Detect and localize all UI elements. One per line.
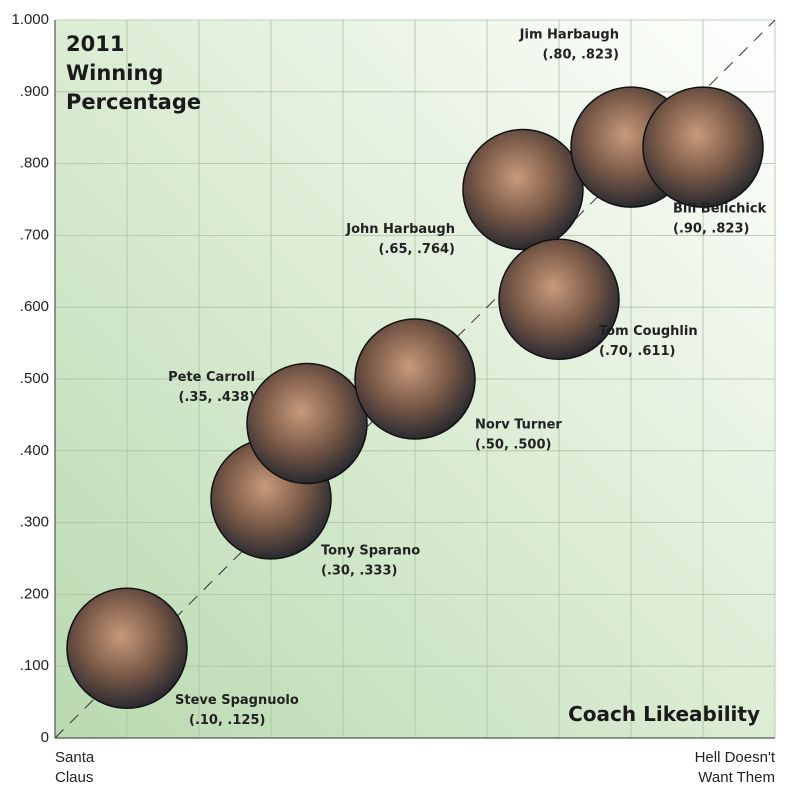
point-name: Pete Carroll (168, 370, 255, 385)
point-name: John Harbaugh (345, 222, 455, 237)
y-tick-label: .800 (20, 155, 49, 172)
y-tick-label: .200 (20, 585, 49, 602)
chart-title: 2011 Winning Percentage (66, 32, 202, 114)
point-name: Norv Turner (475, 418, 562, 433)
coach-photo (354, 318, 476, 440)
coach-photo (498, 238, 620, 361)
point-label: (.30, .333) (321, 563, 397, 578)
point-name: Jim Harbaugh (519, 28, 619, 43)
point-label: (.50, .500) (475, 438, 551, 453)
coach-photo (462, 128, 584, 251)
point-label: (.65, .764) (379, 242, 455, 257)
point-name: Steve Spagnuolo (175, 693, 299, 708)
coach-photo (66, 587, 188, 709)
point-label: (.90, .823) (673, 222, 749, 237)
point-label: (.35, .438) (179, 390, 255, 405)
x-axis-label: Coach Likeability (568, 702, 760, 726)
y-tick-label: .300 (20, 514, 49, 531)
point (246, 362, 368, 485)
point (498, 238, 620, 361)
point (462, 128, 584, 251)
y-tick-label: .400 (20, 442, 49, 459)
x-min-label: Santa Claus (55, 749, 95, 786)
y-tick-label: .700 (20, 226, 49, 243)
y-tick-label: .100 (20, 657, 49, 674)
y-tick-label: 0 (41, 729, 49, 746)
x-max-label: Hell Doesn't Want Them (694, 749, 775, 786)
y-tick-label: .500 (20, 370, 49, 387)
y-tick-label: .600 (20, 298, 49, 315)
coach-photo (246, 362, 368, 485)
point (642, 86, 764, 208)
point-label: (.80, .823) (543, 48, 619, 63)
point-name: Tony Sparano (321, 543, 420, 558)
y-tick-label: .900 (20, 83, 49, 100)
point-name: Tom Coughlin (599, 324, 698, 339)
coach-photo (642, 86, 764, 208)
point (66, 587, 188, 709)
point-label: (.70, .611) (599, 344, 675, 359)
y-tick-label: 1.000 (11, 11, 49, 28)
point (354, 318, 476, 440)
point-label: (.10, .125) (189, 713, 265, 728)
point-name: Bill Belichick (673, 202, 767, 217)
